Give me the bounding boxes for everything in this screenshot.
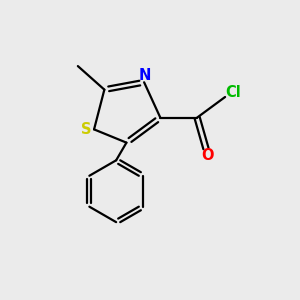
Text: Cl: Cl: [226, 85, 241, 100]
Text: O: O: [201, 148, 214, 163]
Text: N: N: [139, 68, 151, 83]
Text: S: S: [81, 122, 92, 137]
